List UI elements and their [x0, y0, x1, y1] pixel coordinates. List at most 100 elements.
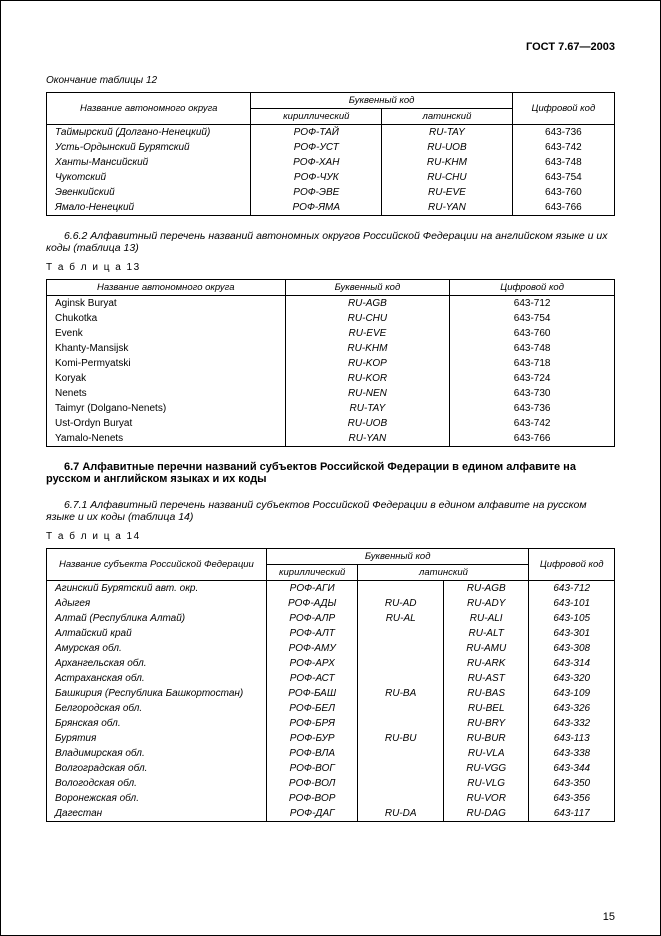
table-cell	[358, 641, 444, 656]
table-cell: РОФ-АЛР	[266, 611, 358, 626]
table-cell: 643-712	[450, 296, 615, 312]
table-cell: Chukotka	[47, 311, 286, 326]
table13-label: Т а б л и ц а 13	[46, 262, 615, 273]
table-cell: 643-301	[529, 626, 615, 641]
table-cell: RU-AGB	[443, 581, 529, 597]
table-cell: 643-736	[450, 401, 615, 416]
table-cell: 643-748	[450, 341, 615, 356]
table-cell: РОФ-ХАН	[251, 155, 382, 170]
table-cell: Эвенкийский	[47, 185, 251, 200]
table-cell: 643-760	[450, 326, 615, 341]
t14-h-lat: латинский	[358, 565, 529, 581]
table-cell: Алтайский край	[47, 626, 267, 641]
table-cell: 643-320	[529, 671, 615, 686]
table-cell: 643-332	[529, 716, 615, 731]
table-cell: 643-754	[512, 170, 614, 185]
table-cell: РОФ-АГИ	[266, 581, 358, 597]
table-cell: RU-KOP	[285, 356, 450, 371]
table-cell: RU-VGG	[443, 761, 529, 776]
table-cell: 643-105	[529, 611, 615, 626]
table-cell: Агинский Бурятский авт. окр.	[47, 581, 267, 597]
table-cell: РОФ-АЛТ	[266, 626, 358, 641]
table-cell: RU-DAG	[443, 806, 529, 822]
table-cell: РОФ-ЯМА	[251, 200, 382, 216]
table-cell: 643-308	[529, 641, 615, 656]
table-cell: РОФ-ЭВЕ	[251, 185, 382, 200]
table-cell: RU-YAN	[285, 431, 450, 447]
table-cell: RU-NEN	[285, 386, 450, 401]
table-cell: РОФ-БЕЛ	[266, 701, 358, 716]
table-cell: Ямало-Ненецкий	[47, 200, 251, 216]
table-cell: Ханты-Мансийский	[47, 155, 251, 170]
table-cell: РОФ-АДЫ	[266, 596, 358, 611]
table-cell	[358, 626, 444, 641]
table-cell: Владимирская обл.	[47, 746, 267, 761]
table-cell: RU-ALI	[443, 611, 529, 626]
table-cell: 643-736	[512, 125, 614, 141]
table-cell: 643-760	[512, 185, 614, 200]
table-cell: РОФ-ЧУК	[251, 170, 382, 185]
table-cell: RU-DA	[358, 806, 444, 822]
table-cell: Башкирия (Республика Башкортостан)	[47, 686, 267, 701]
t14-h-digit: Цифровой код	[529, 549, 615, 581]
t13-h-digit: Цифровой код	[450, 280, 615, 296]
table-cell: Адыгея	[47, 596, 267, 611]
table-cell: РОФ-УСТ	[251, 140, 382, 155]
table-cell	[358, 791, 444, 806]
table-cell	[358, 671, 444, 686]
table-cell: Ust-Ordyn Buryat	[47, 416, 286, 431]
table-cell: 643-314	[529, 656, 615, 671]
table-cell: RU-CHU	[285, 311, 450, 326]
table-cell: RU-EVE	[382, 185, 513, 200]
table-14: Название субъекта Российской Федерации Б…	[46, 548, 615, 822]
table-cell	[358, 701, 444, 716]
table-cell: РОФ-БУР	[266, 731, 358, 746]
t12-h-digit: Цифровой код	[512, 93, 614, 125]
table-cell: 643-766	[512, 200, 614, 216]
table-cell	[358, 656, 444, 671]
table-cell: Таймырский (Долгано-Ненецкий)	[47, 125, 251, 141]
section-67: 6.7 Алфавитные перечни названий субъекто…	[46, 461, 615, 485]
table-cell: 643-338	[529, 746, 615, 761]
table-cell: РОФ-ВОР	[266, 791, 358, 806]
table-cell: РОФ-БАШ	[266, 686, 358, 701]
para-662: 6.6.2 Алфавитный перечень названий автон…	[46, 230, 615, 254]
table-cell: RU-UOB	[382, 140, 513, 155]
t12-h-letter: Буквенный код	[251, 93, 512, 109]
t12-h-cyr: кириллический	[251, 109, 382, 125]
t14-h-name: Название субъекта Российской Федерации	[47, 549, 267, 581]
t12-h-lat: латинский	[382, 109, 513, 125]
table-cell: 643-712	[529, 581, 615, 597]
table-cell: RU-UOB	[285, 416, 450, 431]
table-cell: Брянская обл.	[47, 716, 267, 731]
doc-header: ГОСТ 7.67—2003	[46, 41, 615, 53]
page: ГОСТ 7.67—2003 Окончание таблицы 12 Назв…	[0, 0, 661, 936]
table-cell: Nenets	[47, 386, 286, 401]
table-cell: Воронежская обл.	[47, 791, 267, 806]
t14-h-cyr: кириллический	[266, 565, 358, 581]
table12-caption: Окончание таблицы 12	[46, 75, 615, 86]
table-cell: RU-AD	[358, 596, 444, 611]
table-cell: РОФ-АСТ	[266, 671, 358, 686]
page-number: 15	[603, 911, 615, 923]
table-cell: RU-TAY	[285, 401, 450, 416]
table-cell: RU-VLG	[443, 776, 529, 791]
table-cell: RU-BA	[358, 686, 444, 701]
table-cell: Evenk	[47, 326, 286, 341]
table-cell: РОФ-БРЯ	[266, 716, 358, 731]
t13-h-name: Название автономного округа	[47, 280, 286, 296]
table-cell: 643-742	[450, 416, 615, 431]
table-cell: RU-KOR	[285, 371, 450, 386]
table-cell: Khanty-Mansijsk	[47, 341, 286, 356]
table-cell: РОФ-ВЛА	[266, 746, 358, 761]
table-cell: 643-742	[512, 140, 614, 155]
table-cell: РОФ-АРХ	[266, 656, 358, 671]
table-cell	[358, 581, 444, 597]
table-cell: Амурская обл.	[47, 641, 267, 656]
table14-label: Т а б л и ц а 14	[46, 531, 615, 542]
table-cell: 643-724	[450, 371, 615, 386]
table-cell: РОФ-ДАГ	[266, 806, 358, 822]
table-cell: Алтай (Республика Алтай)	[47, 611, 267, 626]
table-cell: Aginsk Buryat	[47, 296, 286, 312]
table-12: Название автономного округа Буквенный ко…	[46, 92, 615, 216]
